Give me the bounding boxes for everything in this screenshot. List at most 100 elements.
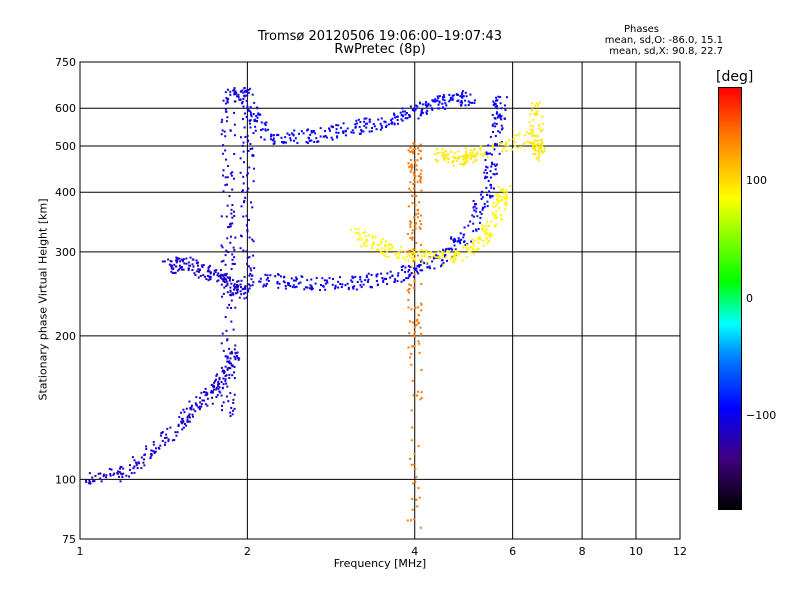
echo-point bbox=[233, 286, 236, 289]
echo-point bbox=[159, 434, 162, 437]
echo-point bbox=[528, 121, 531, 124]
echo-point bbox=[375, 128, 378, 131]
echo-point bbox=[407, 346, 410, 349]
echo-point bbox=[503, 104, 506, 107]
echo-point bbox=[304, 286, 307, 289]
echo-point bbox=[397, 255, 400, 258]
echo-point bbox=[416, 254, 419, 257]
echo-point bbox=[407, 265, 410, 268]
echo-point bbox=[454, 251, 457, 254]
echo-point bbox=[541, 144, 544, 147]
echo-point bbox=[182, 426, 185, 429]
echo-point bbox=[425, 105, 428, 108]
echo-point bbox=[249, 142, 252, 145]
echo-point bbox=[137, 461, 140, 464]
echo-point bbox=[381, 277, 384, 280]
echo-point bbox=[203, 391, 206, 394]
echo-point bbox=[246, 107, 249, 110]
echo-point bbox=[495, 172, 498, 175]
echo-point bbox=[226, 100, 229, 103]
echo-point bbox=[161, 439, 164, 442]
echo-point bbox=[491, 211, 494, 214]
echo-point bbox=[411, 321, 414, 324]
echo-point bbox=[495, 143, 498, 146]
echo-point bbox=[298, 132, 301, 135]
echo-point bbox=[91, 476, 94, 479]
echo-point bbox=[452, 241, 455, 244]
echo-point bbox=[313, 140, 316, 143]
echo-point bbox=[500, 141, 503, 144]
echo-point bbox=[180, 420, 183, 423]
echo-point bbox=[167, 440, 170, 443]
echo-point bbox=[236, 351, 239, 354]
echo-point bbox=[242, 182, 245, 185]
echo-point bbox=[540, 139, 543, 142]
echo-point bbox=[233, 355, 236, 358]
echo-point bbox=[247, 149, 250, 152]
echo-point bbox=[449, 258, 452, 261]
echo-point bbox=[188, 416, 191, 419]
echo-point bbox=[479, 145, 482, 148]
echo-point bbox=[284, 284, 287, 287]
echo-point bbox=[447, 161, 450, 164]
echo-point bbox=[411, 508, 414, 511]
echo-point bbox=[296, 141, 299, 144]
echo-point bbox=[209, 264, 212, 267]
echo-point bbox=[535, 157, 538, 160]
echo-point bbox=[496, 107, 499, 110]
echo-point bbox=[351, 129, 354, 132]
echo-point bbox=[118, 471, 121, 474]
echo-point bbox=[170, 260, 173, 263]
echo-point bbox=[419, 526, 422, 529]
echo-point bbox=[222, 401, 225, 404]
echo-point bbox=[409, 266, 412, 269]
echo-point bbox=[221, 246, 224, 249]
echo-point bbox=[405, 112, 408, 115]
echo-point bbox=[245, 174, 248, 177]
echo-point bbox=[538, 159, 541, 162]
echo-point bbox=[421, 261, 424, 264]
echo-point bbox=[478, 237, 481, 240]
echo-point bbox=[231, 365, 234, 368]
echo-point bbox=[406, 289, 409, 292]
echo-point bbox=[222, 292, 225, 295]
echo-point bbox=[469, 154, 472, 157]
echo-point bbox=[331, 126, 334, 129]
echo-point bbox=[293, 129, 296, 132]
echo-point bbox=[240, 235, 243, 238]
echo-point bbox=[466, 248, 469, 251]
echo-point bbox=[295, 278, 298, 281]
echo-point bbox=[193, 272, 196, 275]
echo-point bbox=[240, 279, 243, 282]
echo-point bbox=[448, 93, 451, 96]
echo-point bbox=[248, 166, 251, 169]
echo-point bbox=[316, 140, 319, 143]
echo-point bbox=[538, 146, 541, 149]
echo-point bbox=[394, 253, 397, 256]
echo-point bbox=[484, 168, 487, 171]
echo-point bbox=[177, 423, 180, 426]
echo-point bbox=[425, 250, 428, 253]
echo-point bbox=[448, 100, 451, 103]
echo-point bbox=[420, 396, 423, 399]
echo-point bbox=[363, 124, 366, 127]
echo-point bbox=[245, 89, 248, 92]
echo-point bbox=[328, 127, 331, 130]
echo-point bbox=[434, 100, 437, 103]
echo-point bbox=[344, 130, 347, 133]
echo-point bbox=[480, 152, 483, 155]
echo-point bbox=[217, 387, 220, 390]
echo-point bbox=[250, 274, 253, 277]
echo-point bbox=[485, 229, 488, 232]
echo-point bbox=[413, 518, 416, 521]
echo-point bbox=[242, 105, 245, 108]
echo-point bbox=[228, 195, 231, 198]
echo-point bbox=[377, 249, 380, 252]
echo-point bbox=[411, 236, 414, 239]
echo-point bbox=[418, 201, 421, 204]
echo-point bbox=[418, 101, 421, 104]
echo-point bbox=[279, 275, 282, 278]
echo-point bbox=[290, 277, 293, 280]
echo-point bbox=[410, 439, 413, 442]
echo-point bbox=[415, 164, 418, 167]
